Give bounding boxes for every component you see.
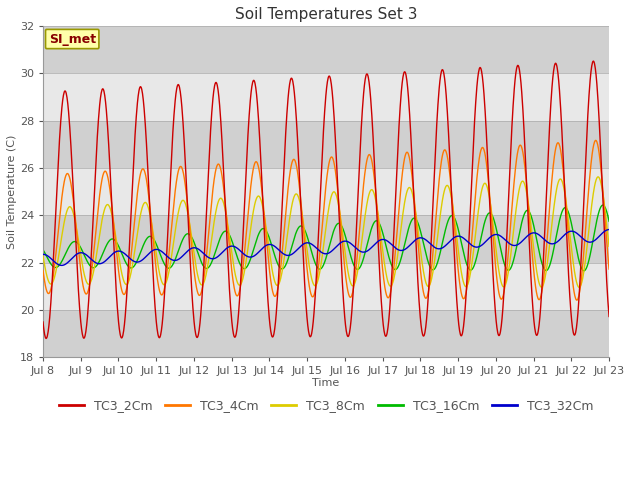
Bar [43, 263, 609, 310]
Title: Soil Temperatures Set 3: Soil Temperatures Set 3 [235, 7, 417, 22]
Y-axis label: Soil Temperature (C): Soil Temperature (C) [7, 134, 17, 249]
Legend: TC3_2Cm, TC3_4Cm, TC3_8Cm, TC3_16Cm, TC3_32Cm: TC3_2Cm, TC3_4Cm, TC3_8Cm, TC3_16Cm, TC3… [54, 395, 598, 418]
Text: SI_met: SI_met [49, 33, 96, 46]
Bar [43, 310, 609, 358]
Bar [43, 168, 609, 216]
Bar [43, 26, 609, 73]
Bar [43, 120, 609, 168]
X-axis label: Time: Time [312, 378, 340, 388]
Bar [43, 216, 609, 263]
Bar [43, 73, 609, 120]
